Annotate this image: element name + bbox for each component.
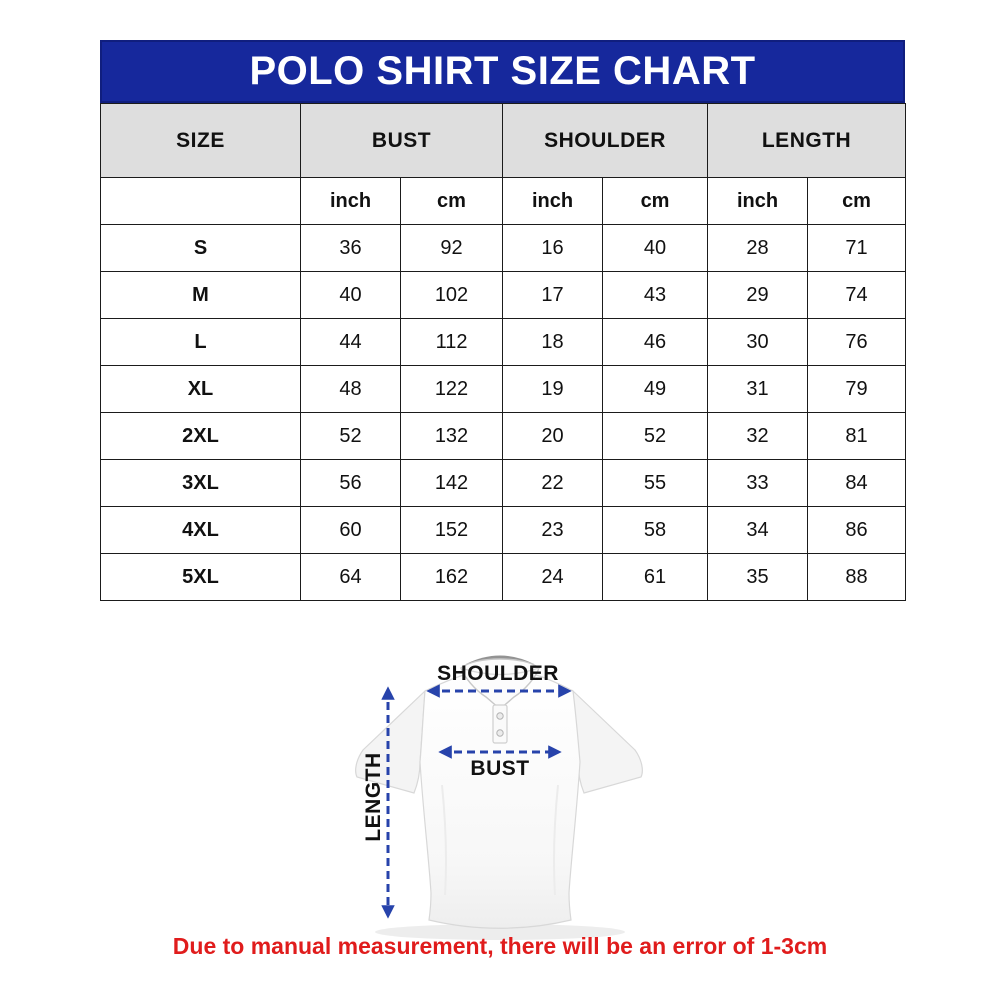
cell: 81: [807, 412, 907, 460]
cell: 30: [707, 318, 809, 366]
size-label: XL: [100, 365, 301, 413]
unit-header: inch: [707, 177, 809, 225]
table-row: M 40 102 17 43 29 74: [100, 271, 907, 319]
cell: 79: [807, 365, 907, 413]
cell: 112: [399, 318, 504, 366]
cell: 23: [502, 506, 604, 554]
unit-blank-cell: [100, 177, 301, 225]
cell: 16: [502, 224, 604, 272]
table-row: S 36 92 16 40 28 71: [100, 224, 907, 272]
cell: 56: [300, 459, 401, 507]
shoulder-label: SHOULDER: [437, 662, 559, 685]
table-row: 4XL 60 152 23 58 34 86: [100, 506, 907, 554]
cell: 29: [707, 271, 809, 319]
length-label: LENGTH: [362, 752, 385, 842]
button: [496, 729, 504, 737]
cell: 71: [807, 224, 907, 272]
bust-label: BUST: [470, 757, 530, 780]
cell: 48: [300, 365, 401, 413]
cell: 142: [399, 459, 504, 507]
cell: 52: [602, 412, 709, 460]
cell: 74: [807, 271, 907, 319]
cell: 152: [399, 506, 504, 554]
unit-header: cm: [602, 177, 709, 225]
cell: 60: [300, 506, 401, 554]
size-table: SIZE BUST SHOULDER LENGTH inch cm inch c…: [100, 103, 907, 601]
cell: 49: [602, 365, 709, 413]
cell: 40: [602, 224, 709, 272]
cell: 35: [707, 553, 809, 601]
unit-header: inch: [300, 177, 401, 225]
crease-line: [553, 784, 559, 896]
size-label: 5XL: [100, 553, 301, 601]
size-label: 2XL: [100, 412, 301, 460]
cell: 64: [300, 553, 401, 601]
size-label: 4XL: [100, 506, 301, 554]
polo-shirt-illustration: [355, 655, 643, 940]
cell: 84: [807, 459, 907, 507]
cell: 55: [602, 459, 709, 507]
unit-header: cm: [807, 177, 907, 225]
table-row: 5XL 64 162 24 61 35 88: [100, 553, 907, 601]
cell: 19: [502, 365, 604, 413]
cell: 88: [807, 553, 907, 601]
unit-header: cm: [399, 177, 504, 225]
right-sleeve: [572, 689, 643, 794]
table-row: L 44 112 18 46 30 76: [100, 318, 907, 366]
cell: 162: [399, 553, 504, 601]
cell: 44: [300, 318, 401, 366]
size-label: S: [100, 224, 301, 272]
cell: 22: [502, 459, 604, 507]
cell: 20: [502, 412, 604, 460]
cell: 31: [707, 365, 809, 413]
crease-line: [441, 784, 447, 896]
cell: 58: [602, 506, 709, 554]
cell: 24: [502, 553, 604, 601]
cell: 86: [807, 506, 907, 554]
header-row: SIZE BUST SHOULDER LENGTH: [100, 103, 907, 178]
size-label: 3XL: [100, 459, 301, 507]
cell: 33: [707, 459, 809, 507]
measurement-note: Due to manual measurement, there will be…: [172, 933, 828, 959]
shirt-shadow: [375, 924, 625, 940]
column-header-shoulder: SHOULDER: [502, 103, 709, 178]
cell: 36: [300, 224, 401, 272]
collar-seam: [460, 667, 540, 676]
cell: 132: [399, 412, 504, 460]
shirt-body: [419, 671, 581, 929]
table-row: 2XL 52 132 20 52 32 81: [100, 412, 907, 460]
cell: 28: [707, 224, 809, 272]
cell: 52: [300, 412, 401, 460]
cell: 61: [602, 553, 709, 601]
placket: [492, 704, 508, 744]
cell: 76: [807, 318, 907, 366]
cell: 32: [707, 412, 809, 460]
table-row: 3XL 56 142 22 55 33 84: [100, 459, 907, 507]
cell: 122: [399, 365, 504, 413]
cell: 46: [602, 318, 709, 366]
cell: 17: [502, 271, 604, 319]
column-header-size: SIZE: [100, 103, 301, 178]
unit-header: inch: [502, 177, 604, 225]
size-label: L: [100, 318, 301, 366]
page-title: POLO SHIRT SIZE CHART: [249, 49, 756, 93]
button: [496, 712, 504, 720]
table-row: XL 48 122 19 49 31 79: [100, 365, 907, 413]
cell: 34: [707, 506, 809, 554]
chart-title-banner: POLO SHIRT SIZE CHART: [100, 40, 905, 103]
cell: 102: [399, 271, 504, 319]
measurement-diagram: SHOULDER BUST LENGTH: [330, 635, 670, 945]
cell: 43: [602, 271, 709, 319]
cell: 40: [300, 271, 401, 319]
size-label: M: [100, 271, 301, 319]
column-header-bust: BUST: [299, 103, 504, 178]
cell: 18: [502, 318, 604, 366]
cell: 92: [399, 224, 504, 272]
unit-row: inch cm inch cm inch cm: [100, 177, 907, 225]
column-header-length: LENGTH: [707, 103, 907, 178]
